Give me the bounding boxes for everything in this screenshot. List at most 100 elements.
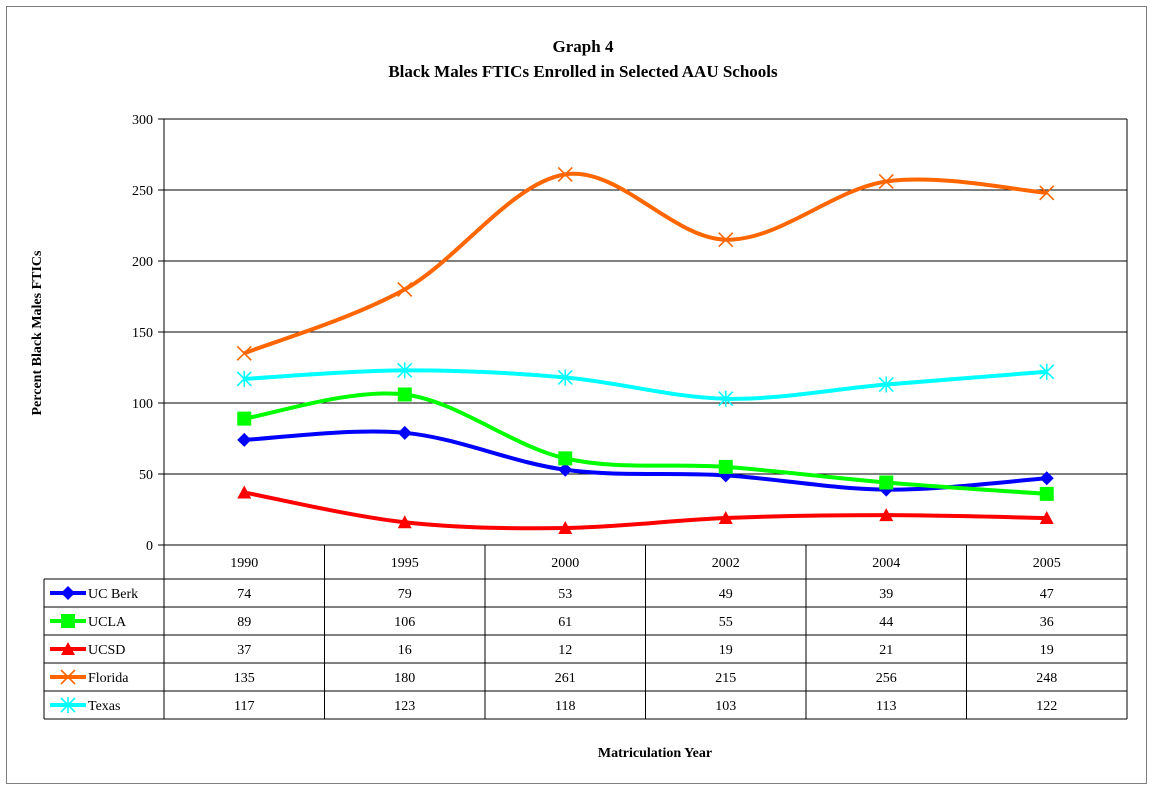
- table-cell: 123: [394, 699, 415, 714]
- data-point: [397, 515, 412, 529]
- series-texas: [236, 362, 1055, 407]
- y-axis-title: Percent Black Males FTICs: [30, 250, 45, 416]
- data-point: [236, 370, 252, 387]
- x-tick-label: 1990: [230, 556, 258, 571]
- table-cell: 79: [398, 587, 412, 602]
- table-cell: 135: [234, 671, 255, 686]
- table-cell: 248: [1036, 671, 1057, 686]
- data-point: [237, 485, 252, 499]
- chart-subtitle: Black Males FTICs Enrolled in Selected A…: [388, 62, 778, 81]
- table-cell: 16: [398, 643, 412, 658]
- y-tick-label: 0: [146, 539, 153, 554]
- y-tick-label: 300: [132, 113, 153, 128]
- table-cell: 256: [876, 671, 897, 686]
- y-tick-label: 100: [132, 397, 153, 412]
- data-point: [61, 614, 75, 628]
- table-cell: 103: [715, 699, 736, 714]
- data-point: [558, 451, 573, 466]
- series-ucsd: [237, 485, 1054, 534]
- table-cell: 36: [1040, 615, 1054, 630]
- data-point: [878, 173, 894, 190]
- data-point: [558, 462, 573, 477]
- data-point: [61, 642, 75, 655]
- legend-label: UC Berk: [88, 587, 138, 602]
- table-cell: 19: [719, 643, 733, 658]
- series-line: [243, 490, 1047, 531]
- table-cell: 47: [1040, 587, 1054, 602]
- table-cell: 89: [237, 615, 251, 630]
- table-cell: 180: [394, 671, 415, 686]
- data-point: [1039, 511, 1054, 525]
- legend-label: UCLA: [88, 615, 127, 630]
- data-point: [397, 281, 413, 297]
- data-point: [237, 432, 252, 447]
- series-line: [243, 391, 1047, 496]
- data-point-stroke: [236, 345, 252, 361]
- data-point-stroke: [1039, 185, 1055, 201]
- legend-label: Florida: [88, 671, 129, 686]
- data-point: [60, 669, 76, 685]
- data-point: [397, 425, 412, 440]
- table-cell: 113: [876, 699, 896, 714]
- y-tick-label: 200: [132, 255, 153, 270]
- data-point-stroke: [397, 281, 413, 297]
- data-point-stroke: [60, 669, 76, 685]
- table-cell: 55: [719, 615, 733, 630]
- x-tick-label: 2000: [551, 556, 579, 571]
- data-point: [879, 475, 894, 490]
- y-tick-label: 150: [132, 326, 153, 341]
- legend-label: UCSD: [88, 643, 125, 658]
- table-cell: 44: [879, 615, 893, 630]
- data-point: [60, 697, 76, 713]
- table-cell: 117: [234, 699, 254, 714]
- data-point: [718, 459, 733, 474]
- table-cell: 74: [237, 587, 251, 602]
- x-axis-title: Matriculation Year: [598, 746, 712, 761]
- data-point: [557, 369, 573, 386]
- table-cell: 118: [555, 699, 575, 714]
- data-point: [558, 520, 573, 534]
- table-cell: 215: [715, 671, 736, 686]
- x-tick-label: 1995: [391, 556, 419, 571]
- table-cell: 39: [879, 587, 893, 602]
- data-point: [237, 411, 252, 426]
- series-line: [243, 171, 1047, 356]
- chart-frame: [6, 6, 1147, 784]
- data-point-stroke: [718, 232, 734, 248]
- data-point-stroke: [878, 173, 894, 190]
- x-tick-label: 2002: [712, 556, 740, 571]
- series-ucla: [237, 387, 1054, 501]
- data-point: [397, 387, 412, 402]
- chart-title: Graph 4: [553, 37, 614, 56]
- data-point: [557, 166, 573, 182]
- table-cell: 12: [558, 643, 572, 658]
- y-tick-label: 50: [139, 468, 153, 483]
- data-point: [236, 345, 252, 361]
- data-point: [878, 376, 894, 393]
- data-point: [718, 511, 733, 525]
- x-tick-label: 2004: [872, 556, 900, 571]
- data-point: [1039, 185, 1055, 201]
- x-tick-label: 2005: [1033, 556, 1061, 571]
- table-cell: 261: [555, 671, 576, 686]
- data-point: [1039, 363, 1055, 380]
- data-point: [1039, 471, 1054, 486]
- table-cell: 19: [1040, 643, 1054, 658]
- series-line: [244, 368, 1047, 401]
- table-cell: 106: [394, 615, 415, 630]
- table-cell: 37: [237, 643, 251, 658]
- data-point: [718, 390, 734, 407]
- data-point-stroke: [557, 166, 573, 182]
- table-cell: 49: [719, 587, 733, 602]
- y-tick-label: 250: [132, 184, 153, 199]
- series-florida: [236, 166, 1055, 361]
- data-point: [61, 586, 75, 600]
- table-cell: 122: [1036, 699, 1057, 714]
- table-cell: 21: [879, 643, 893, 658]
- table-cell: 53: [558, 587, 572, 602]
- table-cell: 61: [558, 615, 572, 630]
- data-point: [1039, 486, 1054, 501]
- data-point: [879, 508, 894, 522]
- data-point: [397, 362, 413, 379]
